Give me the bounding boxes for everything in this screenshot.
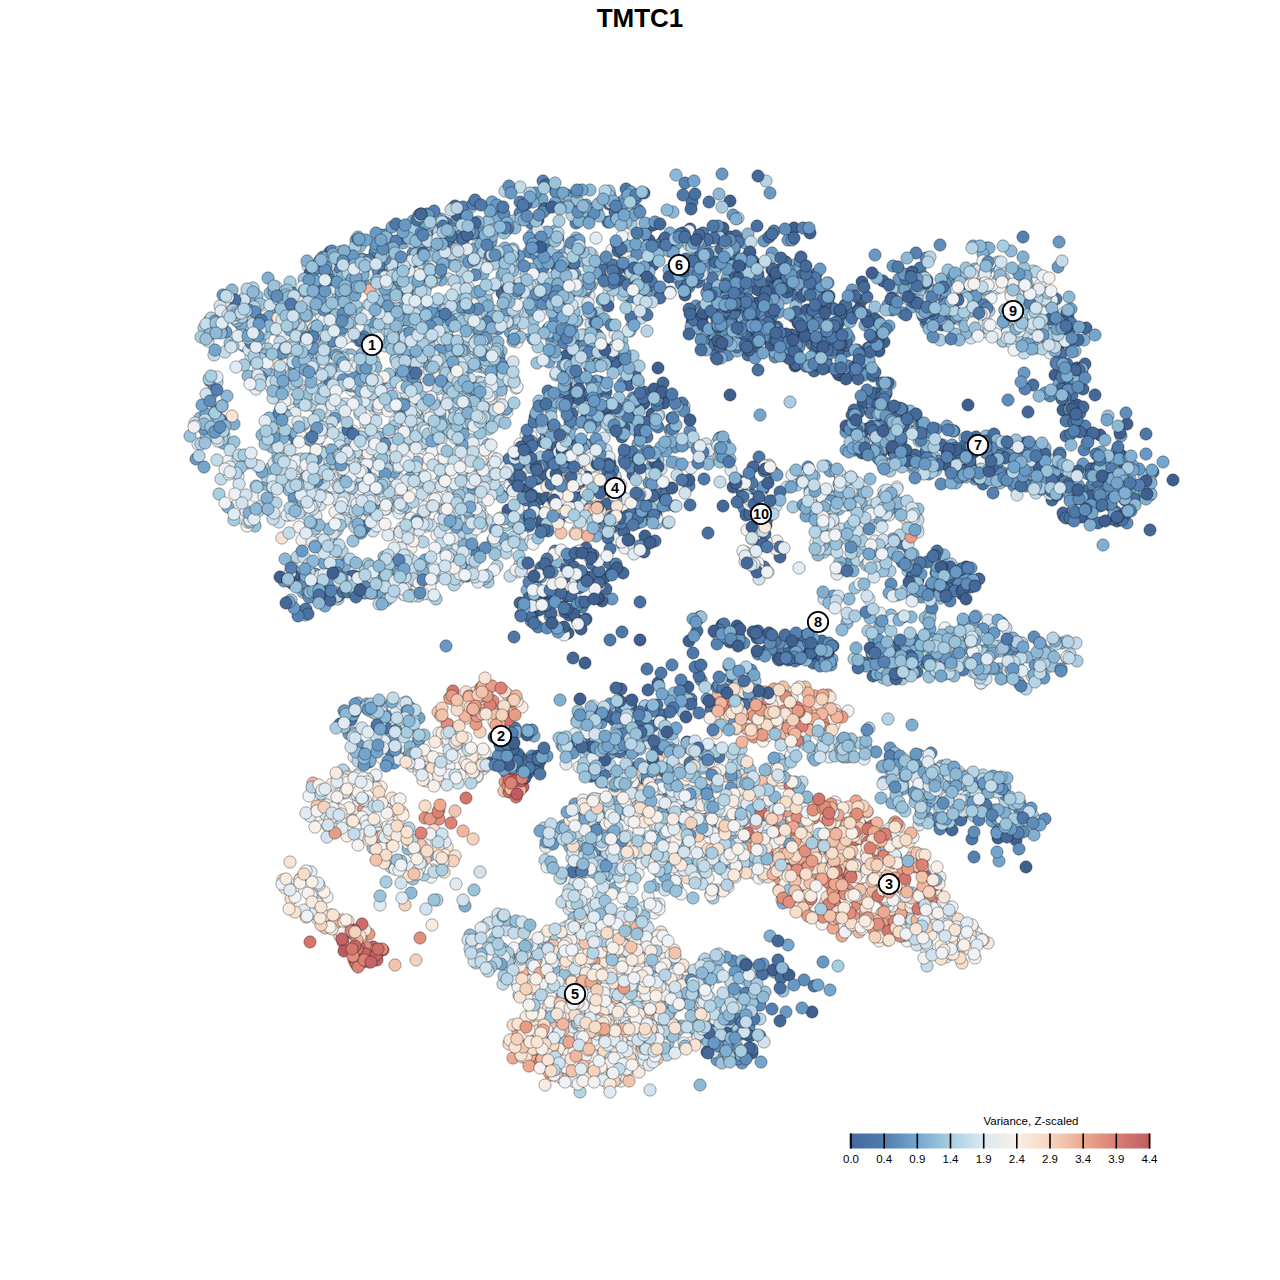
- svg-text:10: 10: [753, 506, 769, 522]
- svg-text:1.9: 1.9: [976, 1153, 992, 1165]
- svg-text:3.4: 3.4: [1075, 1153, 1092, 1165]
- svg-text:0.0: 0.0: [843, 1153, 859, 1165]
- svg-text:0.9: 0.9: [909, 1153, 925, 1165]
- svg-text:4: 4: [611, 480, 619, 496]
- svg-text:Variance, Z-scaled: Variance, Z-scaled: [983, 1115, 1078, 1127]
- svg-text:2: 2: [497, 728, 505, 744]
- svg-text:4.4: 4.4: [1142, 1153, 1159, 1165]
- svg-text:1.4: 1.4: [943, 1153, 960, 1165]
- svg-text:1: 1: [368, 337, 376, 353]
- svg-text:2.4: 2.4: [1009, 1153, 1026, 1165]
- svg-text:7: 7: [974, 437, 982, 453]
- svg-text:0.4: 0.4: [876, 1153, 893, 1165]
- svg-text:3.9: 3.9: [1108, 1153, 1124, 1165]
- svg-text:8: 8: [814, 614, 822, 630]
- svg-text:2.9: 2.9: [1042, 1153, 1058, 1165]
- svg-text:6: 6: [675, 257, 683, 273]
- svg-text:9: 9: [1009, 303, 1017, 319]
- svg-text:5: 5: [571, 986, 579, 1002]
- svg-text:3: 3: [885, 876, 893, 892]
- svg-text:TMTC1: TMTC1: [597, 3, 684, 33]
